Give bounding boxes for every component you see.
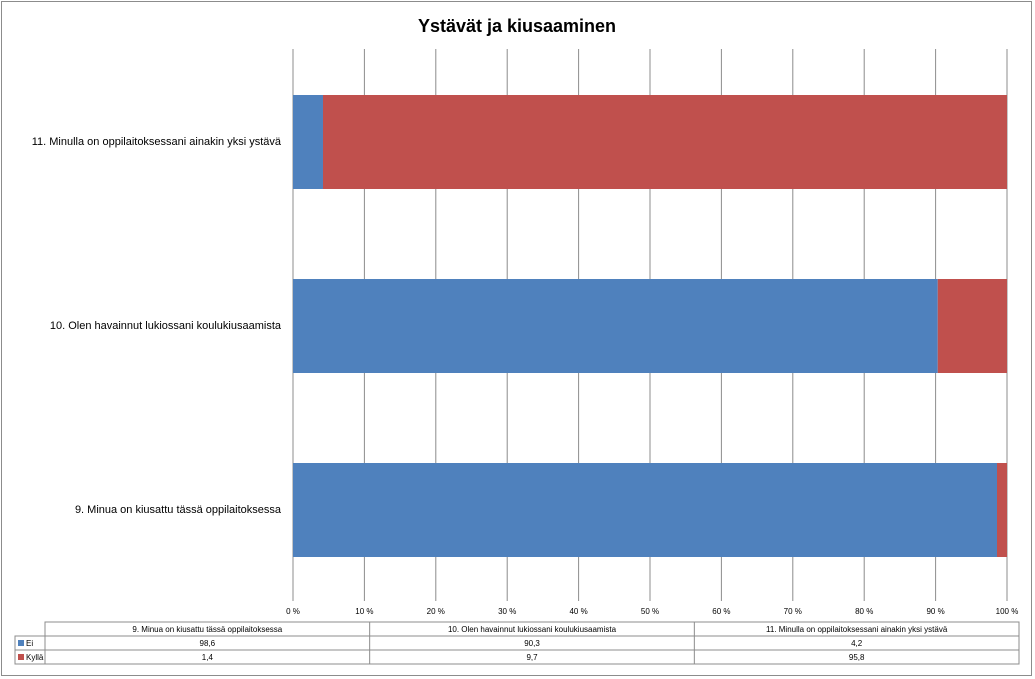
table-value-cell: 98,6 [200, 639, 216, 648]
table-header-cell: 9. Minua on kiusattu tässä oppilaitokses… [132, 625, 282, 634]
legend-label: Ei [26, 639, 33, 648]
bar-kyllä [937, 279, 1007, 373]
bar-ei [293, 95, 323, 189]
x-tick-label: 60 % [712, 607, 730, 616]
x-tick-label: 70 % [784, 607, 802, 616]
bar-ei [293, 463, 998, 557]
x-tick-label: 100 % [996, 607, 1019, 616]
x-tick-label: 50 % [641, 607, 659, 616]
x-tick-label: 80 % [855, 607, 873, 616]
category-labels: 9. Minua on kiusattu tässä oppilaitokses… [32, 136, 282, 516]
bars [293, 95, 1007, 557]
legend-label: Kyllä [26, 653, 44, 662]
x-tick-label: 10 % [355, 607, 373, 616]
table-value-cell: 90,3 [524, 639, 540, 648]
table-header-cell: 10. Olen havainnut lukiossani koulukiusa… [448, 625, 617, 634]
legend-key-ei [18, 640, 24, 646]
category-label: 10. Olen havainnut lukiossani koulukiusa… [50, 320, 282, 332]
chart-title: Ystävät ja kiusaaminen [418, 16, 616, 36]
data-table: 9. Minua on kiusattu tässä oppilaitokses… [14, 621, 1020, 665]
x-tick-label: 30 % [498, 607, 516, 616]
table-value-cell: 4,2 [851, 639, 863, 648]
table-value-cell: 95,8 [849, 653, 865, 662]
table-header-cell: 11. Minulla on oppilaitoksessani ainakin… [766, 625, 948, 634]
bar-ei [293, 279, 938, 373]
x-tick-label: 0 % [286, 607, 300, 616]
x-tick-label: 90 % [926, 607, 944, 616]
x-tick-label: 20 % [427, 607, 445, 616]
bar-kyllä [322, 95, 1007, 189]
bar-kyllä [997, 463, 1007, 557]
category-label: 9. Minua on kiusattu tässä oppilaitokses… [75, 504, 282, 516]
x-tick-labels: 0 % 10 % 20 % 30 % 40 % 50 % 60 % 70 % 80 % 90 % 1… [286, 607, 1018, 616]
legend-key-kyllä [18, 654, 24, 660]
category-label: 11. Minulla on oppilaitoksessani ainakin… [32, 136, 282, 148]
table-value-cell: 1,4 [202, 653, 214, 662]
x-tick-label: 40 % [569, 607, 587, 616]
table-value-cell: 9,7 [526, 653, 538, 662]
